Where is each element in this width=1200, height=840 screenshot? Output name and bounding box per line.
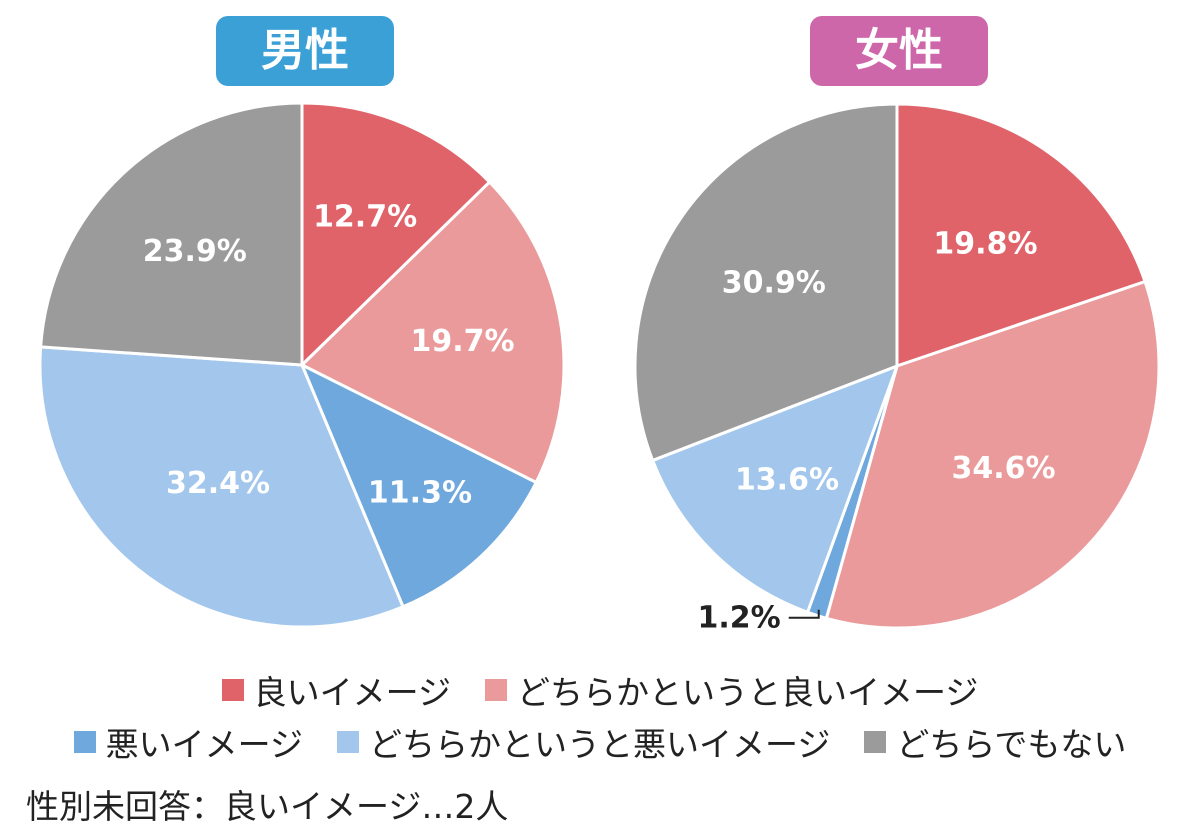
pie-slice bbox=[300, 101, 492, 367]
slice-label: 1.2% bbox=[698, 601, 781, 636]
pie-slice bbox=[633, 102, 899, 462]
legend-item-neither: どちらでもない bbox=[864, 718, 1126, 766]
legend-swatch bbox=[485, 679, 507, 701]
slice-label: 13.6% bbox=[735, 462, 839, 497]
pie-slice bbox=[38, 345, 405, 629]
legend-row-1: 良いイメージ どちらかというと良いイメージ bbox=[0, 666, 1200, 714]
female-pie-chart: 19.8% 34.6% 1.2% 13.6% 30.9% bbox=[633, 102, 1161, 636]
footnote: 性別未回答：良いイメージ…2人 bbox=[26, 787, 509, 826]
slice-label: 11.3% bbox=[368, 475, 472, 510]
slice-label: 12.7% bbox=[313, 199, 417, 234]
legend-item-somewhat-bad: どちらかというと悪いイメージ bbox=[336, 718, 831, 766]
legend-label: 良いイメージ bbox=[253, 673, 451, 712]
legend-item-bad: 悪いイメージ bbox=[73, 718, 303, 766]
slice-label: 19.7% bbox=[410, 324, 514, 359]
legend-swatch bbox=[864, 731, 887, 753]
slice-label: 34.6% bbox=[952, 451, 1056, 486]
legend-swatch bbox=[221, 679, 244, 701]
slice-label: 32.4% bbox=[166, 466, 270, 501]
leader-line bbox=[788, 609, 820, 619]
male-pie-chart: 12.7% 19.7% 11.3% 32.4% 23.9% bbox=[38, 101, 566, 629]
slice-label: 30.9% bbox=[722, 266, 826, 301]
legend-label: どちらかというと悪いイメージ bbox=[368, 725, 831, 764]
pie-slice bbox=[39, 101, 304, 367]
female-chart-title: 女性 bbox=[810, 16, 988, 86]
pie-slice bbox=[651, 364, 899, 614]
legend-swatch bbox=[336, 731, 359, 753]
legend-label: どちらでもない bbox=[896, 725, 1127, 764]
pie-slice bbox=[300, 180, 566, 484]
legend-label: 悪いイメージ bbox=[105, 725, 303, 764]
pie-slice bbox=[824, 280, 1161, 630]
legend-item-somewhat-good: どちらかというと良いイメージ bbox=[485, 666, 978, 714]
slice-label: 19.8% bbox=[933, 226, 1037, 261]
slice-label: 23.9% bbox=[143, 234, 247, 269]
legend-item-good: 良いイメージ bbox=[221, 666, 451, 714]
male-chart-title: 男性 bbox=[216, 16, 394, 86]
pie-charts: 12.7% 19.7% 11.3% 32.4% 23.9% 19.8% 34.6% 1.2%… bbox=[38, 101, 1161, 636]
pie-slice bbox=[300, 363, 538, 609]
pie-slice bbox=[895, 102, 1147, 368]
legend-label: どちらかというと良いイメージ bbox=[517, 673, 979, 712]
legend-swatch bbox=[73, 731, 96, 753]
legend-row-2: 悪いイメージ どちらかというと悪いイメージ どちらでもない bbox=[0, 718, 1200, 766]
